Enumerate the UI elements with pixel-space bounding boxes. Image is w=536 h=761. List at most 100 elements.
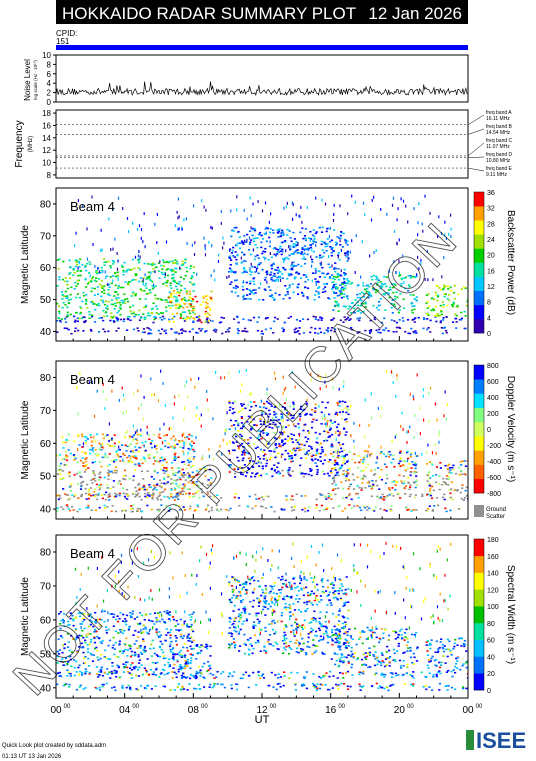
isee-logo: ISEE (466, 728, 526, 753)
frequency-band-name: freq band C (486, 138, 513, 144)
colorbar-tick-label: 4 (487, 315, 491, 322)
colorbar-segment (474, 450, 484, 465)
colorbar-tick-label: 0 (487, 427, 491, 434)
colorbar-tick-label: 0 (487, 331, 491, 338)
frequency-band-value: 14.54 MHz (486, 130, 511, 136)
frequency-ticks: 8 10 12 14 16 18 (42, 109, 56, 180)
lat-tick-label: 50 (40, 295, 52, 306)
time-tick-superscript: 00 (132, 704, 139, 710)
plot-title: HOKKAIDO RADAR SUMMARY PLOT (62, 4, 356, 23)
colorbar-segment (474, 639, 484, 657)
colorbar-tick-label: 100 (487, 604, 499, 611)
colorbar-frame (473, 538, 485, 691)
panel-ylabel: Magnetic Latitude (20, 577, 31, 656)
frequency-band-leader (467, 167, 485, 172)
colorbar-tick-label: 80 (487, 621, 495, 628)
time-tick-label: 00 (50, 705, 62, 716)
colorbar-tick-label: 600 (487, 379, 499, 386)
ground-scatter-swatch (474, 505, 484, 517)
frequency-tick-label: 14 (42, 134, 51, 143)
noise-tick-label: 4 (47, 79, 52, 88)
colorbar-tick-label: 120 (487, 587, 499, 594)
frequency-tick-label: 18 (42, 109, 51, 118)
noise-trace (55, 81, 469, 97)
colorbar-segment (474, 276, 484, 291)
colorbar-tick-label: 200 (487, 411, 499, 418)
frequency-band-leader (467, 156, 485, 158)
noise-tick-label: 10 (42, 51, 51, 60)
colorbar-tick-label: 180 (487, 537, 499, 544)
lat-tick-label: 50 (40, 649, 52, 660)
time-tick-superscript: 00 (270, 704, 277, 710)
frequency-bands: freq band A16.11 MHz freq band B14.54 MHz… (56, 110, 513, 178)
colorbar-segment (474, 572, 484, 590)
beam-label: Beam 4 (70, 199, 115, 214)
colorbar-segment (474, 379, 484, 394)
colorbar-segment (474, 220, 484, 235)
time-tick-label: 16 (325, 705, 337, 716)
panel-power: 40 50 60 70 80 Magnetic Latitude Beam 4 0 4 8 12 16… (20, 187, 516, 342)
colorbar-tick-label: 16 (487, 268, 495, 275)
colorbar-tick-label: 8 (487, 300, 491, 307)
frequency-tick-label: 12 (42, 146, 51, 155)
lat-tick-label: 60 (40, 439, 52, 450)
time-tick-label: 04 (119, 705, 131, 716)
frequency-band-leader (467, 114, 485, 125)
colorbar-segment (474, 304, 484, 320)
beam-label: Beam 4 (70, 546, 115, 561)
lat-tick-label: 40 (40, 683, 52, 694)
lat-tick-label: 50 (40, 472, 52, 483)
lat-tick-label: 70 (40, 581, 52, 592)
xlabel: UT (255, 714, 270, 726)
noise-frame (55, 54, 469, 103)
noise-tick-label: 2 (47, 89, 52, 98)
colorbar-label: Doppler Velocity (m s⁻¹) (505, 376, 516, 482)
lat-tick-label: 40 (40, 505, 52, 516)
colorbar-label: Backscatter Power (dB) (505, 210, 516, 315)
colorbar-tick-label: 12 (487, 284, 495, 291)
lat-tick-label: 40 (40, 327, 52, 338)
colorbar-segment (474, 206, 484, 221)
colorbar-segment (474, 407, 484, 423)
colorbar-tick-label: 20 (487, 253, 495, 260)
colorbar-segment (474, 234, 484, 249)
colorbar-tick-label: 20 (487, 671, 495, 678)
logo-text: ISEE (476, 728, 526, 753)
colorbar-tick-label: 0 (487, 688, 491, 695)
colorbar-segment (474, 421, 484, 437)
colorbar-tick-label: 140 (487, 571, 499, 578)
colorbar-segment (474, 656, 484, 674)
colorbar-label: Spectral Width (m s⁻¹) (505, 565, 516, 664)
data-panels: 40 50 60 70 80 Magnetic Latitude Beam 4 0 4 8 12 16… (20, 187, 516, 699)
frequency-band-leader (467, 128, 485, 135)
frequency-band-name: freq band E (486, 166, 513, 172)
frequency-band-name: freq band D (486, 152, 513, 158)
colorbar-segment (474, 192, 484, 207)
colorbar-segment (474, 290, 484, 306)
colorbar-tick-label: -200 (487, 443, 501, 450)
noise-tick-label: 0 (47, 98, 52, 107)
time-tick-label: 00 (462, 705, 474, 716)
colorbar-segment (474, 606, 484, 624)
beam-label: Beam 4 (70, 372, 115, 387)
time-tick-superscript: 00 (338, 704, 345, 710)
time-tick-superscript: 00 (407, 704, 414, 710)
colorbar-segment (474, 555, 484, 573)
colorbar-frame (473, 191, 485, 334)
frequency-band-leader (467, 142, 485, 157)
frequency-unit: (MHz) (28, 136, 34, 152)
colorbar-segment (474, 393, 484, 408)
colorbar-segment (474, 673, 484, 691)
frequency-tick-label: 16 (42, 121, 51, 130)
colorbar-tick-label: 60 (487, 638, 495, 645)
colorbar-segment (474, 478, 484, 494)
time-tick-label: 08 (188, 705, 200, 716)
time-tick-labels: 00 00 04 00 08 00 12 00 16 00 20 00 00 00 (50, 704, 483, 716)
scatter-cells (56, 369, 468, 513)
frequency-tick-label: 8 (47, 171, 52, 180)
colorbar-frame (473, 364, 485, 494)
panel-width: 40 50 60 70 80 Magnetic Latitude Beam 4 0 20 40 60… (20, 534, 516, 699)
